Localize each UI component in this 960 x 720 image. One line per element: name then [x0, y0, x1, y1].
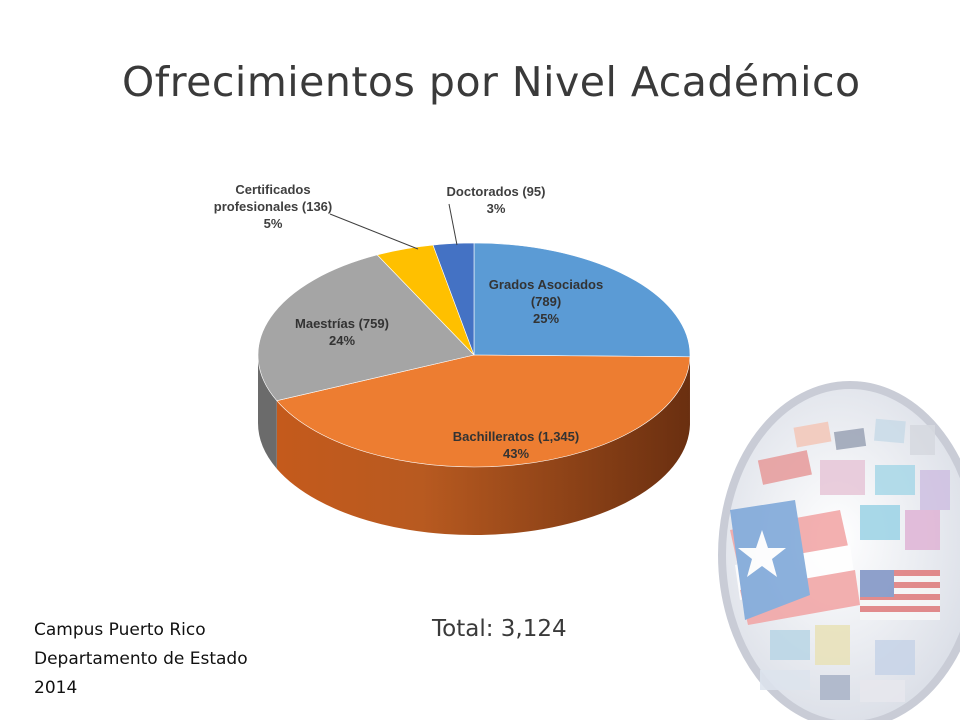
leader-line-doctorados-95 — [448, 203, 458, 246]
slice-side-bachilleratos-1-345 — [276, 356, 690, 535]
footer-text: Campus Puerto Rico Departamento de Estad… — [34, 616, 248, 703]
slice-side-maestrias-759 — [258, 355, 277, 469]
data-label-maestrias-759: Maestrías (759) 24% — [295, 316, 389, 348]
total-label: Total: 3,124 — [432, 616, 567, 642]
footer-line-year: 2014 — [34, 678, 78, 698]
pie-side-walls — [258, 355, 690, 535]
leader-line-certificados-profesionales-136 — [329, 213, 419, 250]
slice-grados-asociados-789 — [473, 242, 691, 358]
data-label-grados-asociados-789: Grados Asociados (789) 25% — [489, 277, 603, 326]
pie-slices — [257, 242, 691, 468]
footer-line-department: Departamento de Estado — [34, 649, 248, 669]
globe-flags-decoration — [718, 381, 960, 720]
data-label-doctorados-95: Doctorados (95) 3% — [447, 184, 546, 216]
pie-labels: Grados Asociados (789) 25% Bachilleratos (1… — [214, 182, 603, 461]
footer-line-campus: Campus Puerto Rico — [34, 620, 206, 640]
slice-doctorados-95 — [432, 242, 475, 356]
slide-title: Ofrecimientos por Nivel Académico — [122, 58, 861, 106]
data-label-certificados-profesionales-136: Certificados profesionales (136) 5% — [214, 182, 333, 231]
data-label-bachilleratos-1-345: Bachilleratos (1,345) 43% — [453, 429, 579, 461]
slice-bachilleratos-1-345 — [276, 354, 691, 468]
slice-maestrias-759 — [257, 254, 475, 402]
